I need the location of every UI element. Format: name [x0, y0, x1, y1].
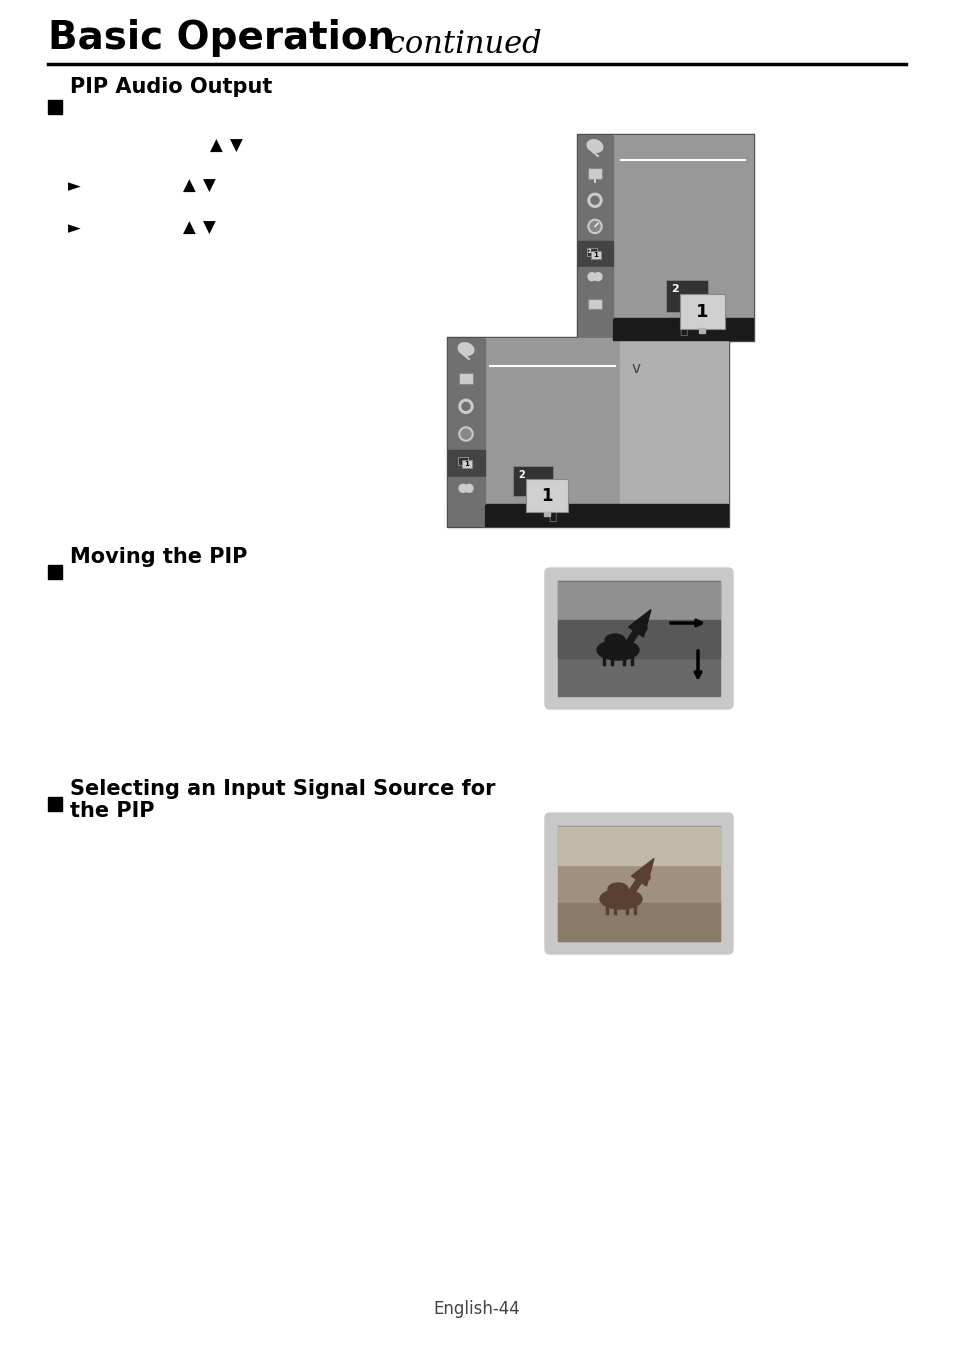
Ellipse shape: [604, 634, 624, 646]
Bar: [679, 295, 724, 330]
Ellipse shape: [587, 139, 602, 153]
Bar: [578, 136, 613, 161]
Text: - continued: - continued: [357, 28, 541, 59]
Bar: [587, 299, 601, 309]
Bar: [699, 328, 704, 332]
Bar: [587, 168, 601, 180]
Ellipse shape: [636, 871, 649, 882]
Ellipse shape: [607, 884, 627, 894]
Text: English-44: English-44: [434, 1300, 519, 1319]
Text: ▼: ▼: [203, 177, 215, 195]
Bar: [558, 902, 720, 942]
Text: ▼: ▼: [203, 219, 215, 236]
Bar: [613, 135, 752, 340]
Text: Basic Operation: Basic Operation: [48, 19, 395, 57]
Ellipse shape: [458, 427, 473, 440]
Text: 2: 2: [587, 249, 591, 254]
Text: Moving the PIP: Moving the PIP: [70, 547, 247, 567]
Bar: [558, 827, 720, 865]
Ellipse shape: [589, 222, 599, 231]
Bar: [578, 135, 613, 340]
Circle shape: [464, 484, 473, 492]
Bar: [448, 422, 484, 449]
Text: 1: 1: [695, 303, 707, 322]
FancyBboxPatch shape: [544, 813, 732, 954]
Ellipse shape: [633, 623, 646, 634]
Bar: [578, 293, 613, 317]
Text: ▲: ▲: [183, 177, 195, 195]
Text: ⌖: ⌖: [679, 322, 686, 336]
Bar: [461, 459, 472, 467]
Bar: [48, 100, 62, 113]
Bar: [525, 480, 567, 512]
Ellipse shape: [457, 343, 474, 355]
Bar: [558, 582, 720, 620]
Ellipse shape: [587, 219, 601, 234]
Ellipse shape: [587, 193, 601, 207]
Bar: [484, 338, 619, 526]
Text: 1: 1: [540, 486, 552, 505]
Bar: [613, 317, 752, 340]
Bar: [48, 797, 62, 811]
Ellipse shape: [458, 400, 473, 413]
Text: PIP Audio Output: PIP Audio Output: [70, 77, 273, 97]
Bar: [447, 336, 728, 527]
FancyArrow shape: [625, 609, 650, 646]
Circle shape: [458, 484, 467, 492]
Bar: [458, 373, 473, 384]
Text: Selecting an Input Signal Source for: Selecting an Input Signal Source for: [70, 780, 495, 798]
Bar: [558, 581, 720, 696]
Circle shape: [594, 273, 601, 281]
Bar: [448, 366, 484, 393]
Bar: [48, 565, 62, 580]
FancyBboxPatch shape: [544, 567, 732, 709]
Bar: [513, 466, 553, 496]
Bar: [586, 247, 597, 255]
Bar: [578, 162, 613, 188]
Text: 2: 2: [517, 470, 524, 480]
Text: ▲: ▲: [210, 136, 222, 155]
Bar: [484, 504, 727, 526]
Bar: [448, 450, 484, 477]
Bar: [619, 338, 727, 526]
Ellipse shape: [590, 196, 598, 204]
Bar: [558, 620, 720, 658]
Bar: [578, 215, 613, 239]
Bar: [448, 338, 484, 526]
Bar: [578, 240, 613, 266]
Text: v: v: [631, 361, 640, 376]
Bar: [558, 825, 720, 942]
Circle shape: [587, 273, 596, 281]
Text: 2: 2: [670, 284, 678, 295]
Bar: [448, 477, 484, 504]
Bar: [448, 394, 484, 422]
Bar: [665, 280, 707, 312]
Ellipse shape: [460, 430, 471, 439]
Bar: [577, 134, 753, 340]
Bar: [543, 512, 550, 516]
Bar: [578, 266, 613, 292]
FancyArrow shape: [628, 858, 654, 894]
Bar: [448, 339, 484, 366]
Text: ▼: ▼: [230, 136, 242, 155]
Text: ▲: ▲: [183, 219, 195, 236]
Ellipse shape: [461, 403, 470, 411]
Ellipse shape: [599, 889, 641, 909]
Text: ►: ►: [68, 177, 81, 195]
Ellipse shape: [597, 640, 639, 661]
Text: ►: ►: [68, 219, 81, 236]
Bar: [457, 457, 468, 465]
Bar: [578, 188, 613, 213]
Text: 1: 1: [593, 251, 598, 258]
Bar: [590, 250, 600, 258]
Text: ⌖: ⌖: [547, 508, 556, 521]
Text: the PIP: the PIP: [70, 801, 154, 821]
Text: 1: 1: [464, 461, 469, 466]
